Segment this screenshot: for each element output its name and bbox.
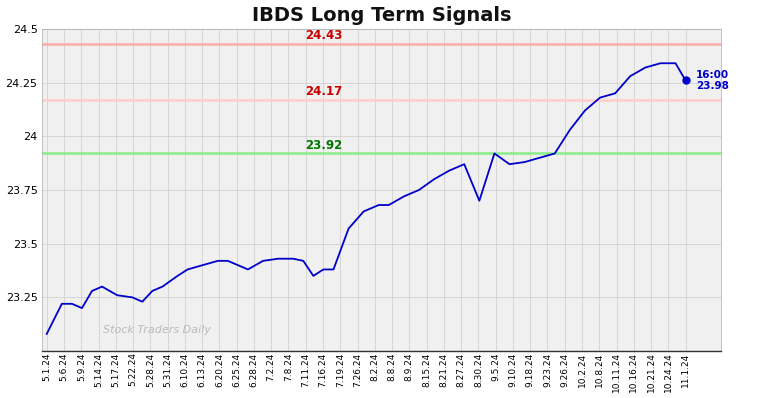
Text: 24.17: 24.17 [305,85,343,98]
Text: Stock Traders Daily: Stock Traders Daily [103,325,211,335]
Text: 24.43: 24.43 [305,29,343,42]
Text: 16:00
23.98: 16:00 23.98 [695,70,729,91]
Title: IBDS Long Term Signals: IBDS Long Term Signals [252,6,511,25]
Text: 23.92: 23.92 [305,139,343,152]
